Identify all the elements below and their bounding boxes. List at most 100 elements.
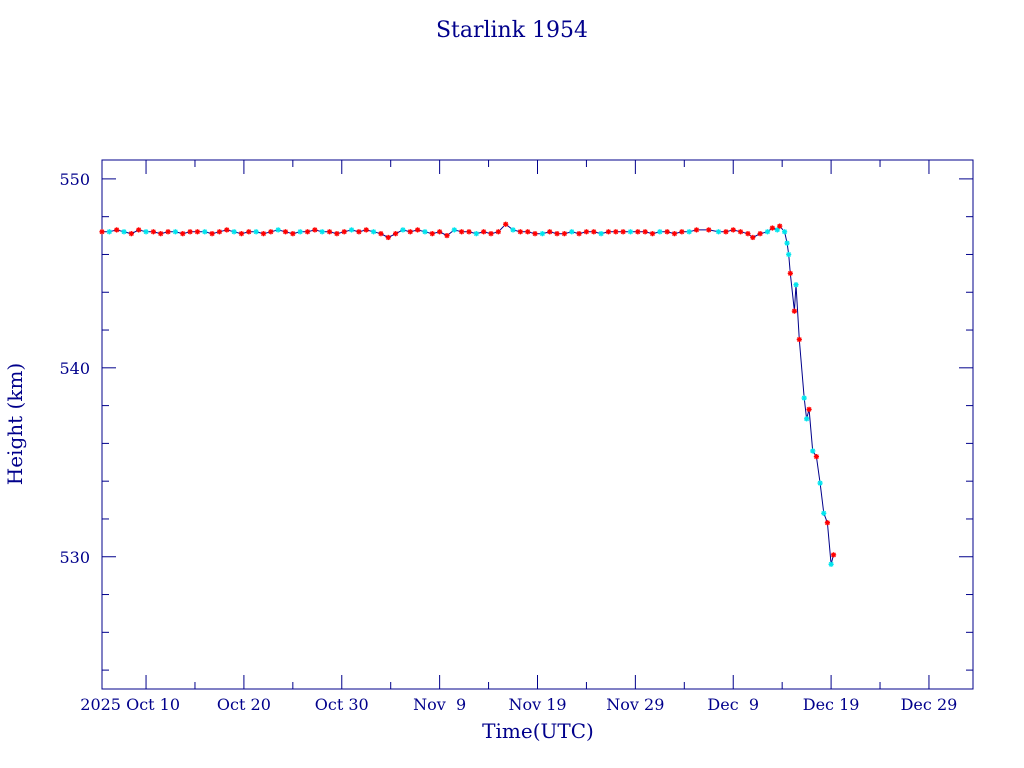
data-point-stroke [796,337,802,342]
x-tick-label: Dec 19 [803,695,860,714]
data-point [224,227,230,233]
data-point-stroke [429,231,435,237]
data-point-stroke [738,229,743,235]
data-point [737,229,744,235]
data-point-stroke [503,221,509,227]
data-point-stroke [312,227,318,233]
data-point [774,227,780,233]
data-point-stroke [770,225,775,231]
data-point [532,231,538,237]
data-point-stroke [672,231,677,237]
data-point [275,227,281,233]
data-point [796,336,802,343]
data-point-stroke [613,229,619,235]
data-point-stroke [121,229,127,235]
data-point-stroke [828,561,834,567]
data-point [554,231,560,237]
data-point [525,229,531,235]
data-point [613,229,619,235]
data-point [202,229,208,235]
data-point-stroke [716,229,721,235]
data-point [693,227,700,233]
y-tick-label: 530 [59,548,90,567]
x-axis-label: Time(UTC) [482,719,594,743]
data-point [715,229,722,235]
data-point [782,229,788,235]
data-point-stroke [261,231,266,237]
data-point-stroke [723,229,729,235]
data-point [253,229,259,235]
data-point [488,231,494,237]
data-point [804,416,810,422]
data-point [793,282,799,288]
data-point-stroke [821,510,827,516]
data-point [114,227,120,233]
data-point-stroke [635,229,641,235]
data-point [473,231,479,237]
data-point [801,395,807,401]
data-point-stroke [106,229,112,235]
data-point-stroke [224,227,230,233]
data-point-stroke [327,229,332,235]
data-point-stroke [444,233,450,238]
data-point-stroke [246,229,252,235]
data-point-stroke [628,229,633,235]
chart-title: Starlink 1954 [436,18,588,43]
data-point-stroke [598,231,604,237]
data-markers [99,221,837,567]
data-point [723,229,729,235]
data-point-stroke [466,229,472,235]
data-point [334,231,340,237]
data-point [664,229,670,235]
data-point [806,406,812,412]
data-point [649,231,656,237]
data-point-stroke [114,227,120,233]
data-point [583,229,590,235]
data-point [598,231,604,237]
data-point [378,231,384,237]
data-point-stroke [151,229,156,235]
data-point-stroke [801,395,807,401]
data-point [481,229,487,235]
data-point-stroke [532,231,538,237]
data-point [786,251,792,258]
data-point [356,229,362,235]
data-point [627,229,634,235]
data-point [547,229,553,235]
data-point-stroke [810,448,816,454]
data-point-stroke [620,229,626,235]
data-point-stroke [349,227,354,233]
data-point-stroke [584,229,589,235]
data-point [392,231,399,237]
data-point-stroke [517,229,523,235]
data-point-stroke [774,227,780,233]
data-point-stroke [562,231,567,237]
data-point [591,229,597,235]
data-point [187,229,193,235]
data-point [422,229,428,235]
data-point-stroke [143,229,149,235]
data-point [172,229,178,235]
data-point-stroke [495,229,501,235]
data-point-stroke [363,227,369,233]
data-point [429,231,435,237]
data-point-stroke [305,229,310,235]
data-point [341,229,347,235]
data-point [620,229,626,235]
data-point-stroke [547,229,553,235]
data-point-stroke [231,229,237,235]
data-point-stroke [591,229,597,235]
data-point [750,234,756,241]
data-point [407,229,413,235]
y-tick-label: 550 [59,170,90,189]
data-point [165,229,171,235]
data-point-stroke [576,231,582,237]
data-point-stroke [784,240,790,246]
data-point-stroke [554,231,560,237]
data-point-stroke [488,231,494,237]
data-point-stroke [782,229,787,235]
data-point [444,232,450,239]
data-point-stroke [99,229,105,235]
data-point [282,229,289,235]
data-point-stroke [525,229,531,235]
